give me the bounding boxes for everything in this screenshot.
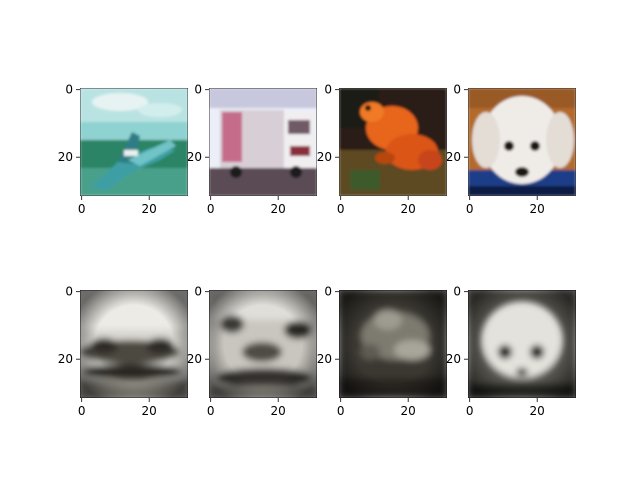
panel-axes: 0 20 0 20 (446, 83, 545, 216)
x-tick-label: 0 (337, 404, 345, 418)
y-tick-label: 0 (65, 83, 73, 97)
y-tick-label: 20 (187, 352, 202, 366)
x-tick-label: 20 (142, 202, 157, 216)
panel-axes: 0 20 0 20 (187, 285, 286, 418)
panel-axes: 0 20 0 20 (317, 83, 416, 216)
x-tick-label: 0 (78, 404, 86, 418)
y-tick-label: 20 (317, 352, 332, 366)
y-tick-label: 20 (446, 150, 461, 164)
x-tick-label: 0 (337, 202, 345, 216)
x-tick-label: 0 (78, 202, 86, 216)
y-tick-label: 0 (194, 285, 202, 299)
y-tick-label: 20 (58, 150, 73, 164)
panel-axes: 0 20 0 20 (317, 285, 416, 418)
y-tick-label: 0 (324, 285, 332, 299)
x-tick-label: 20 (271, 202, 286, 216)
x-tick-label: 0 (466, 404, 474, 418)
x-tick-label: 0 (207, 404, 215, 418)
y-tick-label: 0 (194, 83, 202, 97)
image-truck (209, 88, 317, 196)
x-tick-label: 20 (530, 404, 545, 418)
y-tick-label: 0 (65, 285, 73, 299)
x-tick-label: 20 (401, 202, 416, 216)
panel-axes: 0 20 0 20 (58, 83, 157, 216)
x-tick-label: 20 (271, 404, 286, 418)
y-tick-label: 0 (453, 285, 461, 299)
y-tick-label: 20 (446, 352, 461, 366)
image-airplane (80, 88, 188, 196)
x-tick-label: 20 (142, 404, 157, 418)
recon-dog (468, 290, 576, 398)
y-tick-label: 20 (58, 352, 73, 366)
x-tick-label: 0 (207, 202, 215, 216)
panel-axes: 0 20 0 20 (446, 285, 545, 418)
x-tick-label: 0 (466, 202, 474, 216)
recon-truck (209, 290, 317, 398)
x-tick-label: 20 (401, 404, 416, 418)
y-tick-label: 0 (324, 83, 332, 97)
y-tick-label: 20 (317, 150, 332, 164)
recon-airplane (80, 290, 188, 398)
image-dog (468, 88, 576, 196)
x-tick-label: 20 (530, 202, 545, 216)
y-tick-label: 0 (453, 83, 461, 97)
panel-axes: 0 20 0 20 (58, 285, 157, 418)
image-frog (339, 88, 447, 196)
recon-frog (339, 290, 447, 398)
y-tick-label: 20 (187, 150, 202, 164)
panel-axes: 0 20 0 20 (187, 83, 286, 216)
